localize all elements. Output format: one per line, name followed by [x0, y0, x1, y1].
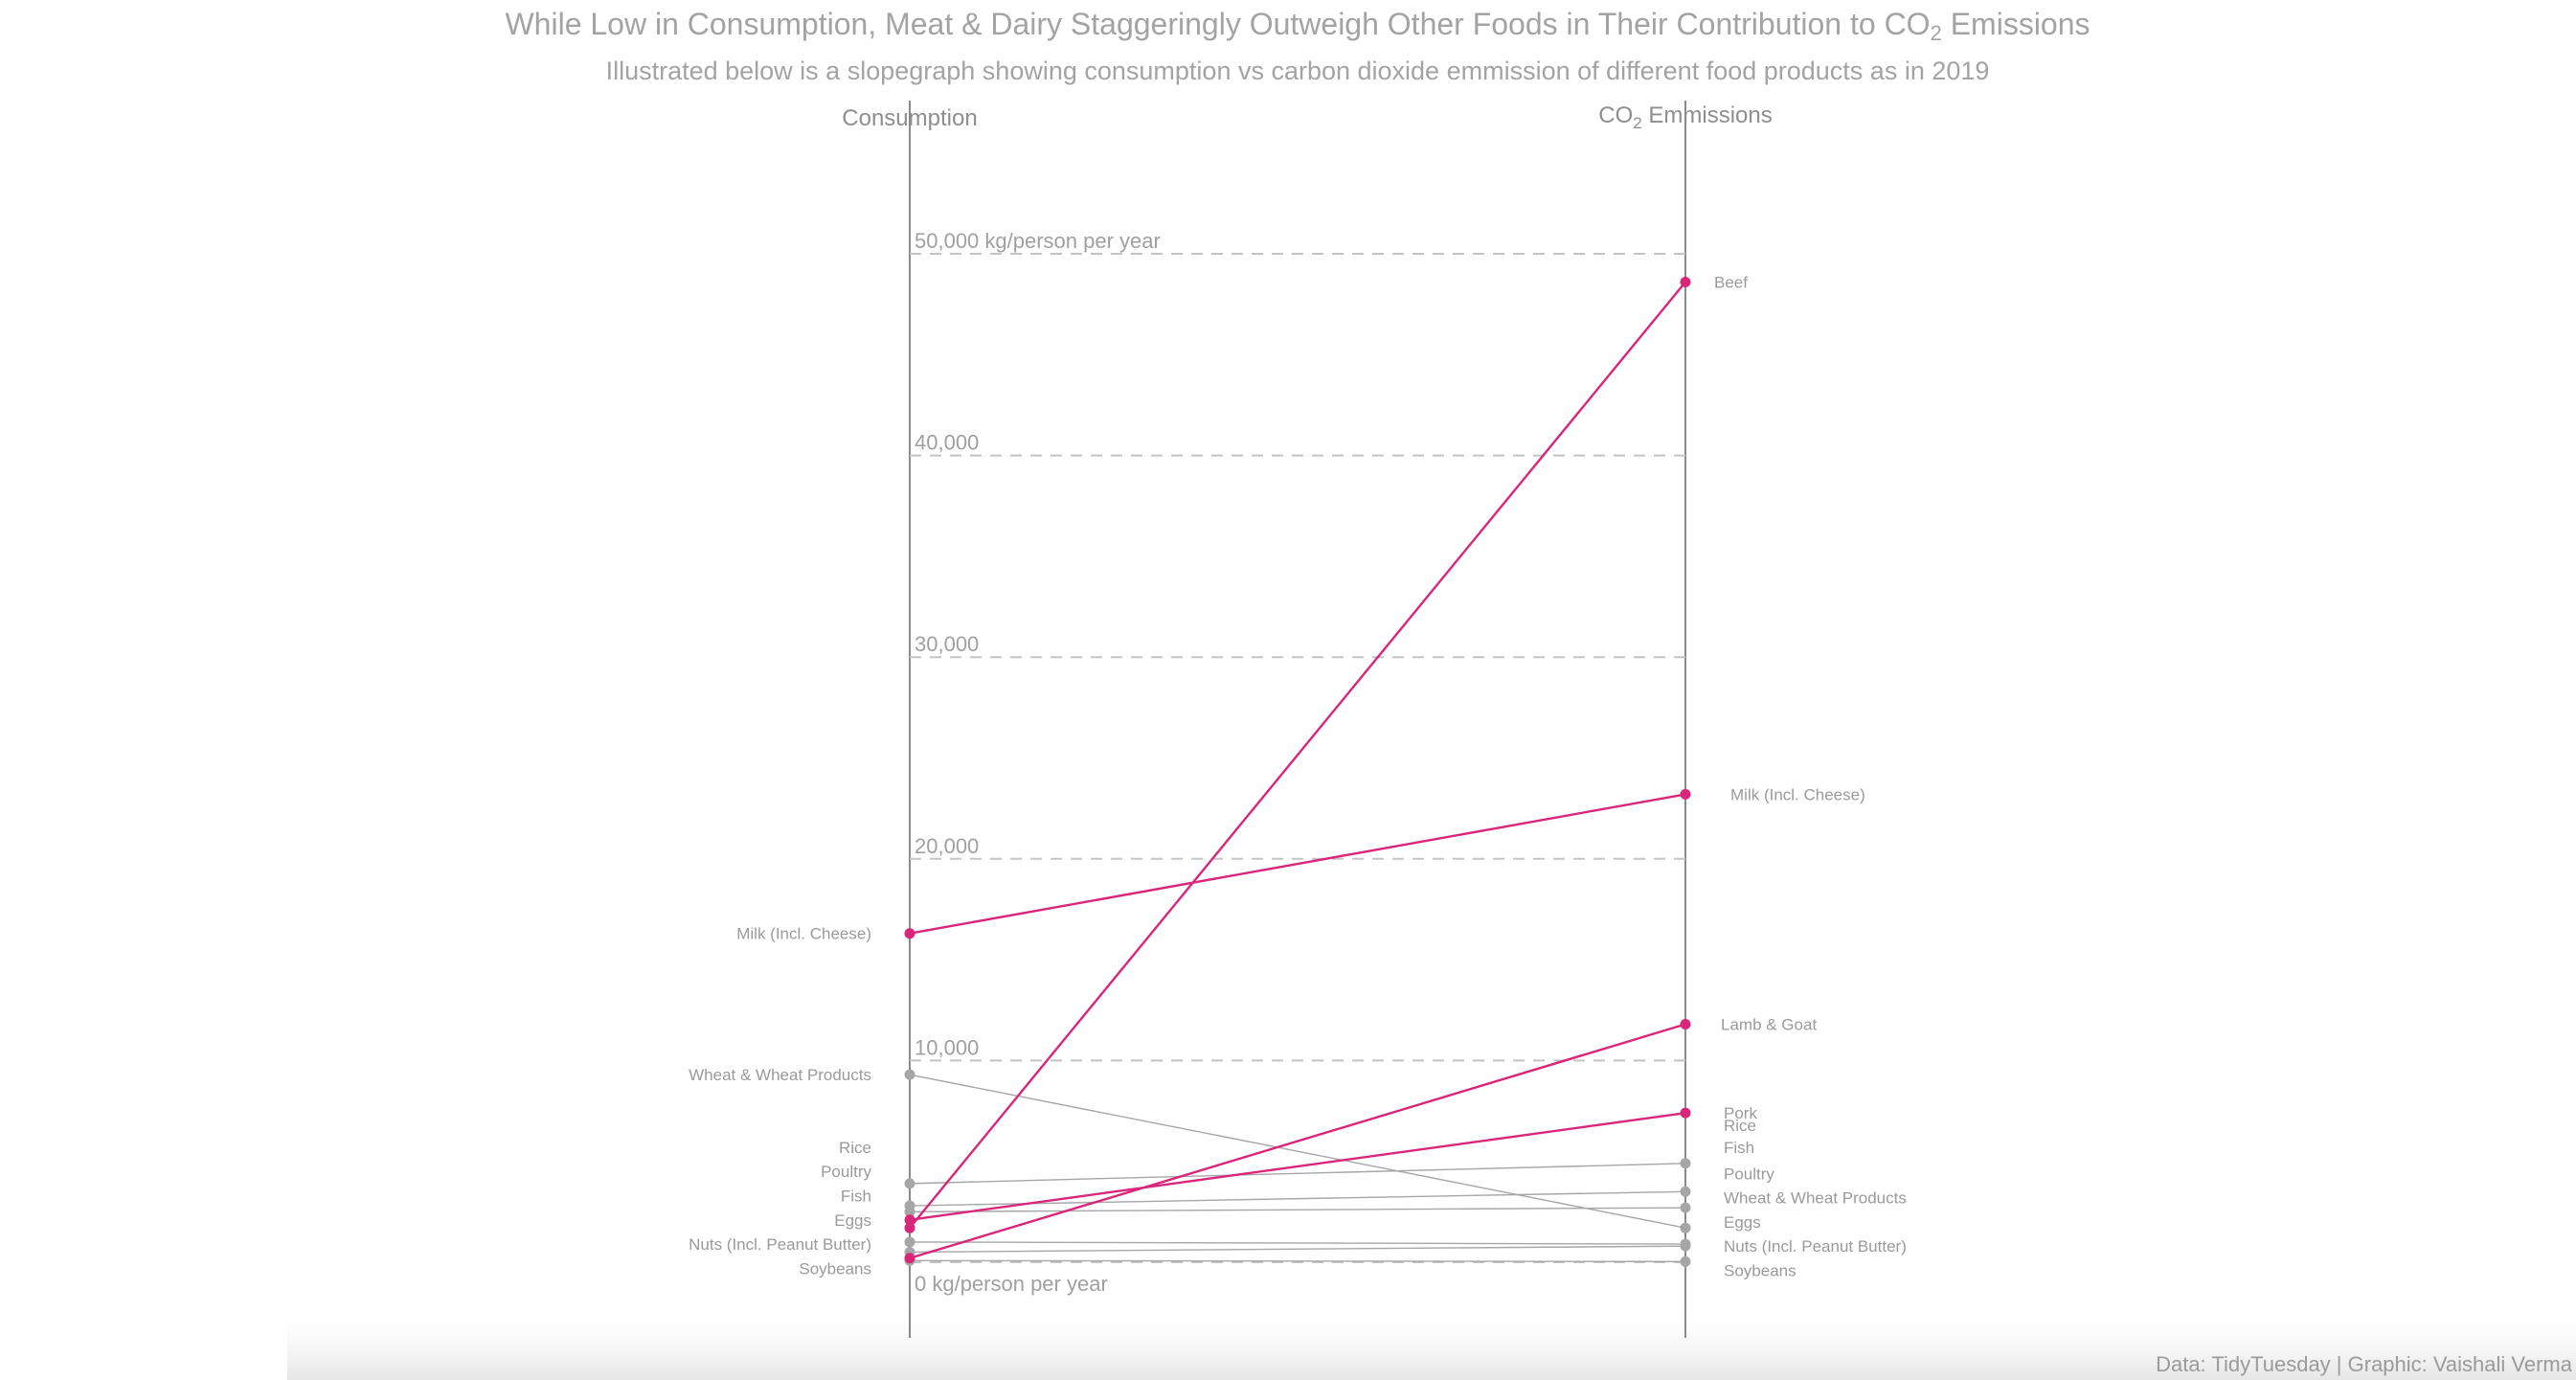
slope-line-milk-incl-cheese	[909, 793, 1686, 935]
slope-line-pork	[909, 1111, 1686, 1221]
slope-line-rice	[909, 1163, 1686, 1185]
series-wheat-wheat-products	[904, 1069, 1691, 1233]
chart-title: While Low in Consumption, Meat & Dairy S…	[505, 7, 2090, 45]
slope-line-eggs	[909, 1241, 1686, 1245]
left-label-milk-incl-cheese: Milk (Incl. Cheese)	[736, 925, 871, 943]
gridline-label-40000: 40,000	[915, 431, 979, 455]
point-consumption-eggs	[904, 1236, 915, 1248]
right-label-poultry: Poultry	[1724, 1165, 1774, 1183]
point-co2-beef	[1680, 276, 1691, 287]
right-label-pork: Pork	[1724, 1104, 1757, 1122]
point-co2-pork	[1680, 1107, 1691, 1119]
left-label-poultry: Poultry	[821, 1163, 871, 1181]
left-label-fish: Fish	[841, 1188, 871, 1206]
slope-line-lamb-goat	[909, 1023, 1686, 1259]
point-co2-poultry	[1680, 1202, 1691, 1213]
right-label-soybeans: Soybeans	[1724, 1261, 1796, 1279]
left-label-wheat-wheat-products: Wheat & Wheat Products	[689, 1066, 871, 1084]
series-beef	[904, 276, 1691, 1233]
right-label-nuts-incl-peanut-butter: Nuts (Incl. Peanut Butter)	[1724, 1237, 1907, 1256]
slope-line-poultry	[909, 1207, 1686, 1213]
chart-subtitle: Illustrated below is a slopegraph showin…	[606, 57, 1990, 85]
right-axis-label: CO2 Emmissions	[1598, 102, 1773, 132]
gridline-label-20000: 20,000	[915, 834, 979, 858]
right-label-beef: Beef	[1714, 273, 1748, 291]
point-co2-soybeans	[1680, 1256, 1691, 1267]
point-consumption-fish	[904, 1200, 915, 1211]
series-pork	[904, 1107, 1691, 1226]
labels-layer: Milk (Incl. Cheese) Wheat & Wheat Product…	[689, 273, 1907, 1279]
series-lamb-goat	[904, 1018, 1691, 1264]
point-co2-nuts-incl-peanut-butter	[1680, 1240, 1691, 1252]
grid-layer: 50,000 kg/person per year 40,000 30,000 20,…	[910, 229, 1685, 1296]
point-co2-fish	[1680, 1186, 1691, 1197]
left-label-soybeans: Soybeans	[799, 1259, 871, 1278]
slope-line-nuts-incl-peanut-butter	[909, 1245, 1686, 1254]
point-consumption-wheat-wheat-products	[904, 1069, 915, 1080]
lines-layer	[904, 276, 1691, 1267]
point-co2-lamb-goat	[1680, 1018, 1691, 1029]
point-consumption-beef	[904, 1222, 915, 1233]
point-consumption-milk-incl-cheese	[904, 928, 915, 939]
right-label-eggs: Eggs	[1724, 1213, 1761, 1232]
point-co2-rice	[1680, 1158, 1691, 1169]
series-milk-incl-cheese	[904, 788, 1691, 939]
point-co2-wheat-wheat-products	[1680, 1222, 1691, 1233]
slope-line-fish	[909, 1190, 1686, 1207]
point-co2-milk-incl-cheese	[1680, 788, 1691, 800]
series-soybeans	[904, 1255, 1691, 1267]
point-consumption-rice	[904, 1178, 915, 1189]
gridline-label-0: 0 kg/person per year	[915, 1272, 1108, 1296]
right-label-wheat-wheat-products: Wheat & Wheat Products	[1724, 1189, 1907, 1208]
gridline-label-10000: 10,000	[915, 1035, 979, 1059]
series-rice	[904, 1158, 1691, 1189]
series-fish	[904, 1186, 1691, 1211]
left-label-nuts-incl-peanut-butter: Nuts (Incl. Peanut Butter)	[689, 1235, 871, 1254]
slope-line-soybeans	[909, 1259, 1686, 1263]
slope-line-wheat-wheat-products	[909, 1074, 1686, 1229]
right-label-rice: Rice	[1724, 1117, 1756, 1135]
left-label-eggs: Eggs	[834, 1211, 871, 1230]
point-consumption-pork	[904, 1214, 915, 1226]
right-label-lamb-goat: Lamb & Goat	[1721, 1015, 1817, 1033]
bottom-shadow	[287, 1302, 2576, 1380]
source-caption: Data: TidyTuesday | Graphic: Vaishali Ve…	[2156, 1352, 2573, 1376]
left-label-rice: Rice	[839, 1139, 871, 1157]
gridline-label-30000: 30,000	[915, 632, 979, 656]
gridline-label-50000: 50,000 kg/person per year	[915, 229, 1161, 253]
point-consumption-lamb-goat	[904, 1253, 915, 1264]
slope-line-beef	[909, 281, 1686, 1229]
right-label-fish: Fish	[1724, 1139, 1754, 1157]
right-label-milk-incl-cheese: Milk (Incl. Cheese)	[1730, 785, 1865, 803]
